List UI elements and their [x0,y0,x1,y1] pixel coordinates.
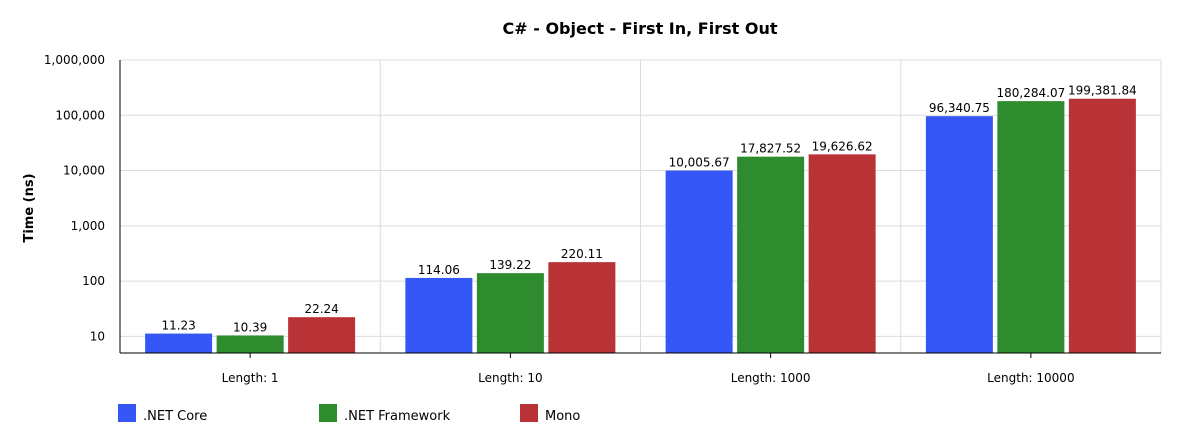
bar [216,335,284,353]
bar [476,273,544,353]
y-tick-label: 100,000 [55,108,105,122]
legend-entry: .NET Core [143,409,207,424]
data-label: 199,381.84 [1068,84,1137,98]
bar [925,116,993,353]
x-tick-label: Length: 1000 [731,371,811,385]
bar [405,277,473,353]
data-label: 139.22 [489,258,531,272]
x-tick-label: Length: 1 [222,371,279,385]
y-tick-label: 1,000 [71,219,105,233]
plot-area: 10 100 1,000 10,000 100,000 1,000,000 11.23 10.… [44,53,1162,385]
data-label: 22.24 [304,302,338,316]
legend-swatch [118,404,136,422]
y-tick-label: 100 [82,274,105,288]
bar [548,262,616,353]
data-label: 17,827.52 [740,142,801,156]
bar [665,170,733,353]
bar [808,154,876,353]
y-tick-label: 1,000,000 [44,53,105,67]
data-label: 114.06 [418,263,460,277]
y-tick-label: 10 [90,329,105,343]
data-label: 180,284.07 [997,86,1066,100]
x-tick-label: Length: 10000 [987,371,1074,385]
y-tick-label: 10,000 [63,164,105,178]
legend-swatch [319,404,337,422]
data-label: 10,005.67 [669,156,730,170]
bar [737,156,805,353]
legend-swatch [520,404,538,422]
data-label: 220.11 [561,247,603,261]
bar [145,333,213,353]
data-label: 10.39 [233,320,267,334]
legend-entry: .NET Framework [344,409,451,424]
data-label: 11.23 [161,319,195,333]
bar [997,101,1065,353]
chart-title: C# - Object - First In, First Out [503,19,778,38]
legend-entry: Mono [545,409,580,424]
bar [288,317,356,353]
y-axis-label: Time (ns) [22,173,37,242]
data-label: 19,626.62 [812,139,873,153]
x-tick-label: Length: 10 [478,371,543,385]
bar [1068,98,1136,353]
legend: .NET Core .NET Framework Mono [118,404,580,424]
data-label: 96,340.75 [929,101,990,115]
